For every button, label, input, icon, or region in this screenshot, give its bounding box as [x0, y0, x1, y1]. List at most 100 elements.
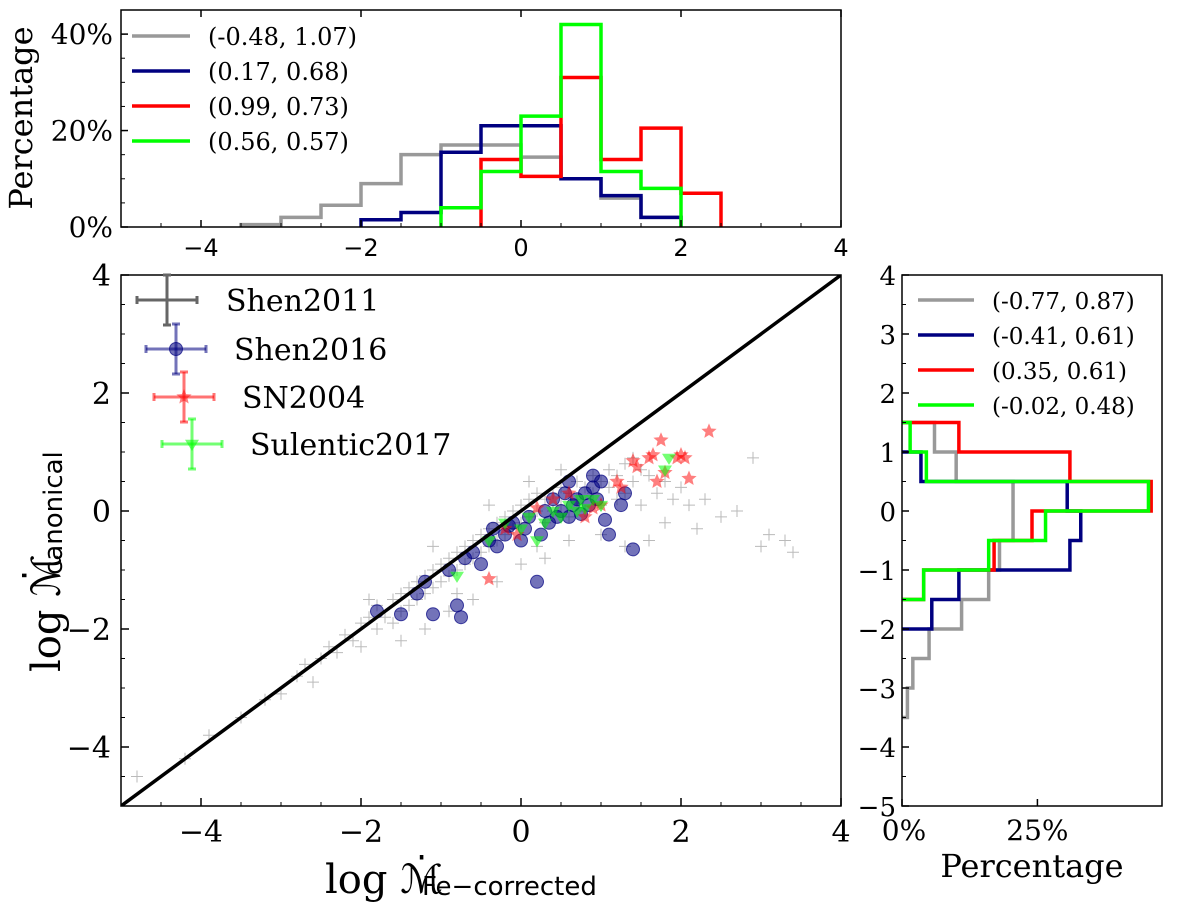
- top-ytick-label: 20%: [51, 115, 113, 148]
- main-scatter-panel: −4 −2 0 2 4 −4 −2 0 2 4 log ℳ̇ Fe−corrected log ℳ…: [23, 259, 851, 903]
- right-legend-label-2: (0.35, 0.61): [992, 359, 1127, 385]
- point-sulentic2017: [578, 503, 592, 516]
- point-shen2011: [435, 575, 447, 588]
- legend-marker: [185, 439, 199, 451]
- point-shen2011: [691, 522, 703, 535]
- top-legend-label-1: (0.17, 0.68): [208, 58, 349, 86]
- main-xtick-label: 4: [831, 815, 850, 850]
- point-sn2004: [641, 449, 657, 465]
- right-histogram-ticks: 0% 25% −5 −4 −3 −2 −1 0 1 2 3 4: [858, 262, 1069, 847]
- main-ylabel-text: log ℳ̇: [23, 554, 70, 672]
- right-ytick-label: −4: [858, 734, 896, 764]
- point-shen2016: [394, 607, 408, 622]
- point-sulentic2017: [662, 453, 676, 465]
- main-scatter-legend: Shen2011 Shen2016 SN2004 Sulentic2017: [135, 273, 451, 471]
- right-histogram-panel: 0% 25% −5 −4 −3 −2 −1 0 1 2 3 4 Percentage (-0.77, …: [858, 262, 1163, 885]
- main-ytick-label: −4: [67, 731, 111, 766]
- point-shen2011: [363, 593, 375, 606]
- point-sulentic2017: [658, 465, 672, 477]
- point-shen2011: [467, 593, 479, 606]
- right-ytick-label: −1: [858, 557, 896, 587]
- point-shen2011: [427, 540, 439, 553]
- point-shen2011: [667, 493, 679, 506]
- point-shen2016: [614, 498, 628, 513]
- point-shen2011: [371, 623, 383, 635]
- top-histogram-legend: (-0.48, 1.07) (0.17, 0.68) (0.99, 0.73) (0.…: [132, 23, 357, 156]
- point-sulentic2017: [538, 518, 552, 530]
- right-xtick-label: 25%: [1006, 814, 1068, 847]
- right-ytick-label: 2: [879, 380, 896, 410]
- point-shen2011: [355, 640, 367, 653]
- main-legend-label-2: SN2004: [242, 381, 365, 416]
- main-legend-entry-sn2004: SN2004: [152, 370, 365, 424]
- top-xtick-label: 2: [673, 234, 688, 262]
- point-sulentic2017: [594, 500, 608, 513]
- point-shen2011: [563, 534, 575, 547]
- point-sn2004: [681, 470, 697, 486]
- right-histogram-plot: [902, 420, 1153, 720]
- point-shen2011: [643, 469, 655, 482]
- top-xtick-label: −4: [183, 234, 218, 262]
- point-shen2011: [643, 534, 655, 547]
- point-sulentic2017: [570, 506, 584, 518]
- point-shen2011: [483, 499, 495, 512]
- point-shen2011: [395, 634, 407, 647]
- main-ytick-label: −2: [67, 613, 111, 648]
- point-shen2011: [699, 493, 711, 506]
- point-sn2004: [701, 423, 717, 438]
- right-hist-series-3-step: [902, 420, 1151, 602]
- point-sulentic2017: [530, 536, 544, 548]
- legend-errorbar-caps: [160, 417, 224, 471]
- main-xtick-label: −2: [339, 815, 383, 850]
- legend-marker: [169, 342, 183, 356]
- top-legend-label-0: (-0.48, 1.07): [208, 23, 357, 51]
- top-histogram-ylabel: Percentage: [2, 26, 40, 209]
- point-shen2011: [131, 770, 143, 783]
- point-shen2011: [779, 534, 791, 547]
- point-sn2004: [669, 449, 685, 465]
- top-histogram-ticks: −4 −2 0 2 40%20%40%: [51, 9, 849, 262]
- point-shen2011: [603, 463, 615, 476]
- top-xtick-label: −2: [343, 234, 378, 262]
- point-shen2016: [598, 512, 612, 527]
- point-shen2016: [450, 598, 464, 613]
- main-legend-entry-sulentic2017: Sulentic2017: [160, 417, 451, 471]
- right-ytick-label: −3: [858, 675, 896, 705]
- main-legend-label-3: Sulentic2017: [250, 428, 451, 463]
- point-shen2011: [747, 451, 759, 464]
- point-shen2011: [491, 575, 503, 588]
- main-legend-entry-shen2011: Shen2011: [135, 273, 379, 327]
- main-xtick-label: 2: [671, 815, 690, 850]
- point-shen2011: [451, 587, 463, 600]
- legend-errorbar-caps: [144, 322, 208, 376]
- main-ytick-label: 4: [92, 259, 111, 294]
- top-xtick-label: 0: [513, 234, 528, 262]
- point-sulentic2017: [574, 495, 588, 507]
- top-ytick-label: 0%: [69, 211, 113, 244]
- point-shen2011: [659, 516, 671, 529]
- point-shen2011: [635, 499, 647, 512]
- point-shen2016: [586, 468, 600, 483]
- main-series-sn2004: [481, 423, 717, 586]
- right-xtick-label: 0%: [882, 814, 926, 847]
- point-shen2011: [715, 510, 727, 523]
- right-ytick-label: −2: [858, 616, 896, 646]
- main-ytick-label: 0: [92, 495, 111, 530]
- point-sn2004: [509, 526, 525, 542]
- point-shen2011: [387, 617, 399, 630]
- point-sulentic2017: [522, 512, 536, 524]
- main-series-sulentic2017: [450, 453, 676, 583]
- right-histogram-xlabel: Percentage: [940, 847, 1123, 885]
- point-sulentic2017: [562, 500, 576, 513]
- main-series-shen2016: [370, 468, 640, 625]
- main-xlabel-text: log ℳ̇: [325, 856, 443, 903]
- point-shen2016: [474, 557, 488, 572]
- point-sn2004: [629, 458, 645, 474]
- point-shen2011: [627, 475, 639, 488]
- right-ytick-label: −5: [858, 793, 896, 823]
- point-shen2016: [530, 574, 544, 589]
- main-scatter-ticks: −4 −2 0 2 4 −4 −2 0 2 4: [67, 259, 851, 850]
- main-ytick-label: 2: [92, 377, 111, 412]
- main-xtick-label: 0: [511, 815, 530, 850]
- point-shen2011: [731, 505, 743, 517]
